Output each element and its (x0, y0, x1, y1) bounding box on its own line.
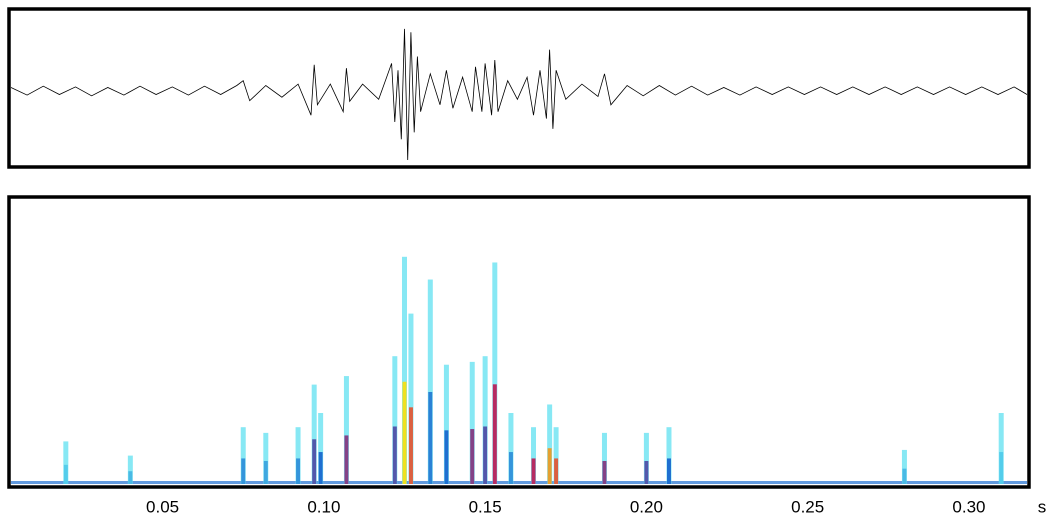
spectral-streak (469, 361, 475, 484)
spectral-streak (508, 413, 514, 484)
spectral-streak (427, 279, 433, 484)
spectral-core (318, 452, 323, 484)
spectral-streak (401, 256, 407, 484)
spectral-core (547, 448, 552, 484)
spectral-streak (408, 313, 414, 484)
spectral-streak (263, 432, 269, 484)
spectral-core (344, 435, 349, 484)
spectral-core (508, 452, 513, 484)
spectral-streak (240, 427, 246, 484)
spectral-streak (318, 413, 324, 484)
spectral-streak (127, 455, 133, 484)
x-tick-label: 0.30 (952, 497, 985, 516)
waveform (10, 28, 1028, 161)
x-tick-label: 0.15 (469, 497, 502, 516)
spectral-streak (643, 432, 649, 484)
spectral-core (296, 458, 301, 484)
spectral-streak (901, 449, 907, 484)
spectral-core (392, 426, 397, 484)
spectral-streak (311, 384, 317, 484)
spectral-core (602, 460, 607, 484)
spectral-core (408, 407, 413, 484)
spectral-core (492, 384, 497, 484)
spectral-streak (343, 376, 349, 484)
spectrogram-frame (7, 195, 1031, 489)
spectral-core (470, 429, 475, 484)
x-tick-label: 0.05 (146, 497, 179, 516)
spectral-core (531, 458, 536, 484)
spectral-core (128, 471, 133, 484)
x-tick-label: 0.25 (791, 497, 824, 516)
waveform-frame (7, 7, 1031, 169)
spectral-core (312, 439, 317, 484)
spectral-core (554, 458, 559, 484)
spectral-streak (63, 441, 69, 484)
x-unit: s (1038, 497, 1047, 516)
spectral-core (63, 464, 68, 484)
spectral-streak (531, 427, 537, 484)
spectral-streak (998, 413, 1004, 484)
spectral-streak (547, 404, 553, 484)
spectral-core (902, 468, 907, 484)
spectral-core (444, 430, 449, 484)
spectral-streak (392, 356, 398, 484)
noise-floor (11, 481, 1027, 484)
spectral-streak (666, 427, 672, 484)
x-tick-label: 0.20 (630, 497, 663, 516)
spectral-core (666, 458, 671, 484)
spectral-core (241, 458, 246, 484)
x-tick-label: 0.10 (307, 497, 340, 516)
spectral-core (428, 391, 433, 484)
spectral-core (999, 452, 1004, 484)
spectral-core (263, 460, 268, 484)
spectral-streak (553, 427, 559, 484)
spectral-streak (601, 432, 607, 484)
spectral-core (644, 460, 649, 484)
spectral-streak (492, 262, 498, 484)
spectral-streak (443, 364, 449, 484)
spectral-streak (295, 427, 301, 484)
spectral-core (402, 381, 407, 484)
spectral-core (483, 426, 488, 484)
spectral-streak (482, 356, 488, 484)
